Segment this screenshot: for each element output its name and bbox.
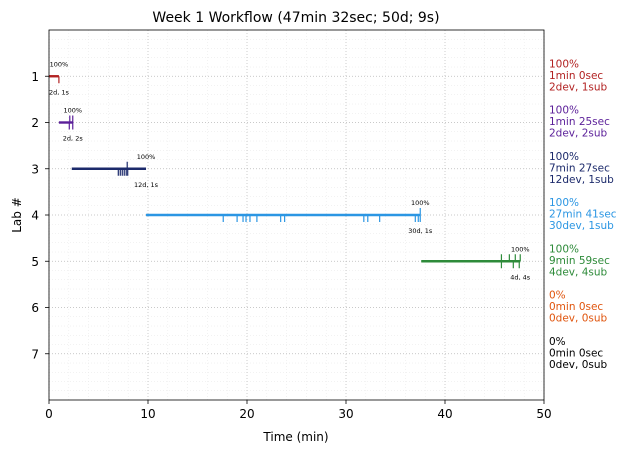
lab-3-summary-line: 100% <box>549 151 579 163</box>
lab-4-peak-label: 100% <box>411 199 430 207</box>
lab-2-summary-line: 2dev, 2sub <box>549 128 608 140</box>
lab-2-count-label: 2d, 2s <box>63 135 84 143</box>
lab-4-summary-line: 30dev, 1sub <box>549 220 614 232</box>
lab-5-summary-line: 100% <box>549 243 579 255</box>
chart-marks: 100% 2d, 1s 100% 2d, 2s 100% 12d, 1s 100% 30d, … <box>49 60 531 281</box>
chart-title: Week 1 Workflow (47min 32sec; 50d; 9s) <box>152 10 439 26</box>
lab-7-summary-line: 0% <box>549 336 566 348</box>
x-tick-label: 40 <box>437 407 452 421</box>
lab-1-summary-line: 1min 0sec <box>549 70 603 82</box>
lab-2-summary-line: 1min 25sec <box>549 116 610 128</box>
lab-2-summary-line: 100% <box>549 105 579 117</box>
x-tick-label: 30 <box>338 407 353 421</box>
x-tick-label: 0 <box>45 407 53 421</box>
lab-2-peak-label: 100% <box>63 107 82 115</box>
lab-5-summary-line: 4dev, 4sub <box>549 266 608 278</box>
x-tick-label: 50 <box>536 407 551 421</box>
lab-6-summary-line: 0% <box>549 290 566 302</box>
lab-4-count-label: 30d, 1s <box>408 227 433 235</box>
lab-3-peak-label: 100% <box>137 153 156 161</box>
lab-4-summary-line: 27min 41sec <box>549 209 617 221</box>
lab-5-count-label: 4d, 4s <box>510 273 531 281</box>
y-tick-label: 4 <box>31 209 39 223</box>
lab-1-peak-label: 100% <box>50 60 69 68</box>
x-tick-label: 10 <box>140 407 155 421</box>
y-tick-label: 7 <box>31 347 39 361</box>
lab-1-summary-line: 100% <box>549 58 579 70</box>
y-tick-label: 3 <box>31 162 39 176</box>
lab-3-count-label: 12d, 1s <box>134 181 159 189</box>
lab-4-summary-line: 100% <box>549 197 579 209</box>
lab-5-summary-line: 9min 59sec <box>549 255 610 267</box>
lab-6-summary-line: 0dev, 0sub <box>549 313 608 325</box>
lab-7-summary-line: 0dev, 0sub <box>549 359 608 371</box>
lab-7-summary-line: 0min 0sec <box>549 347 603 359</box>
lab-6-summary-line: 0min 0sec <box>549 301 603 313</box>
y-tick-label: 6 <box>31 301 39 315</box>
y-tick-label: 5 <box>31 255 39 269</box>
x-tick-label: 20 <box>239 407 254 421</box>
lab-1-summary-line: 2dev, 1sub <box>549 81 608 93</box>
y-tick-label: 2 <box>31 116 39 130</box>
y-axis-label: Lab # <box>10 197 24 233</box>
axis-ticks: 0 10 20 30 40 50 1 2 3 4 5 6 7 <box>31 70 551 421</box>
lab-1-count-label: 2d, 1s <box>49 88 70 96</box>
x-axis-label: Time (min) <box>262 430 328 444</box>
lab-5-peak-label: 100% <box>511 245 530 253</box>
lab-3-summary-line: 12dev, 1sub <box>549 174 614 186</box>
y-tick-label: 1 <box>31 70 39 84</box>
lab-3-summary-line: 7min 27sec <box>549 162 610 174</box>
